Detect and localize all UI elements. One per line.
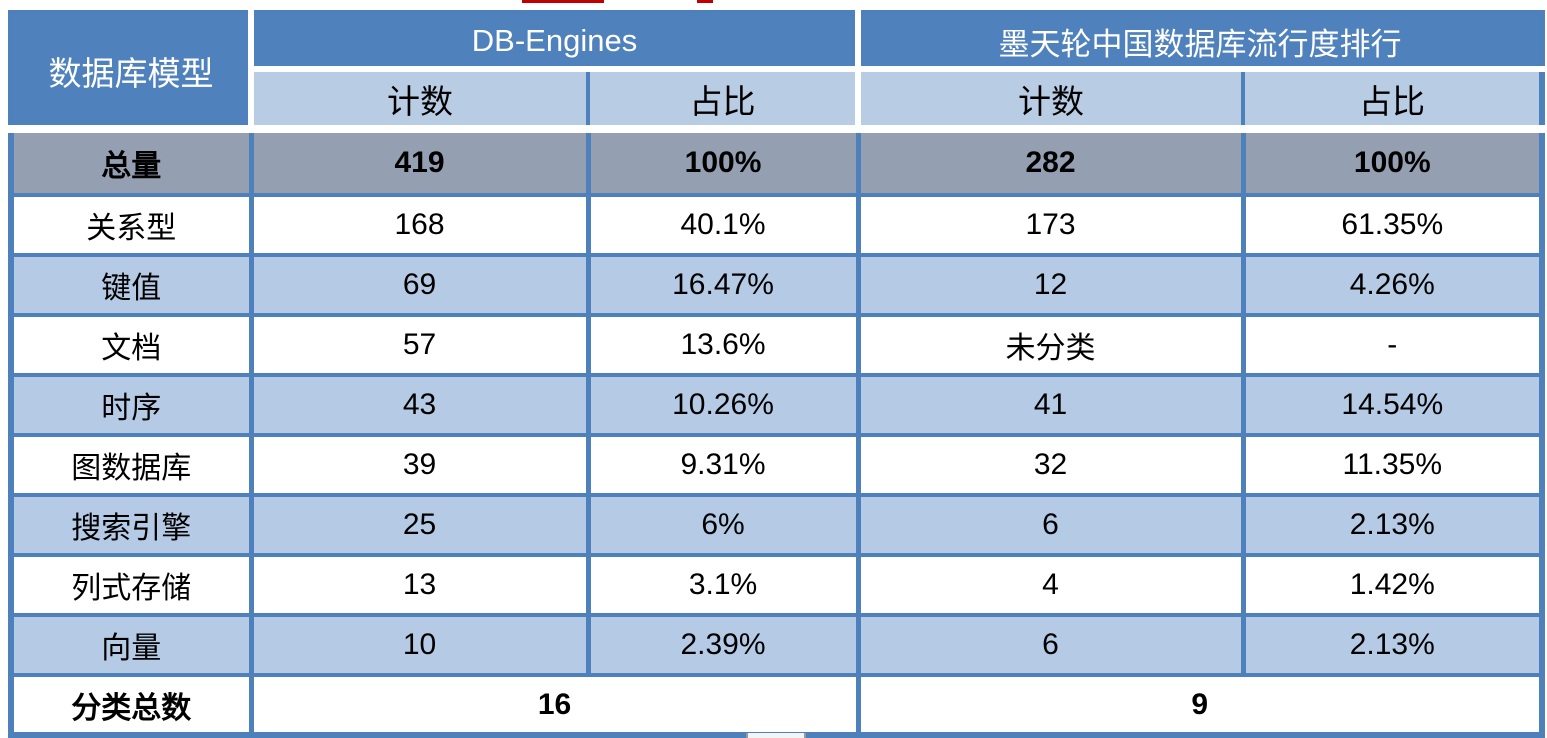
section-header-row: 数据库模型 DB-Engines 墨天轮中国数据库流行度排行 (11, 13, 1543, 133)
column-header-database-model: 数据库模型 (11, 13, 254, 133)
table-cell: 6% (585, 493, 861, 557)
table-cell: 10.26% (585, 373, 861, 437)
column-header-count-db: 计数 (248, 66, 590, 133)
table-row: 时序 43 10.26% 41 14.54% (8, 373, 1545, 437)
table-cell: 100% (585, 125, 861, 197)
table-cell: 1.42% (1240, 553, 1545, 617)
table-cell: 2.13% (1240, 613, 1545, 677)
table-cell: 173 (855, 193, 1246, 257)
table-row-category-total: 分类总数 16 9 (8, 673, 1545, 737)
row-label: 向量 (8, 613, 254, 677)
table-cell: 未分类 (855, 313, 1246, 377)
table-cell: 39 (248, 433, 591, 497)
table-cell: 16.47% (585, 253, 861, 317)
row-label: 关系型 (8, 193, 254, 257)
table-row: 搜索引擎 25 6% 6 2.13% (8, 493, 1545, 557)
table-cell: 32 (855, 433, 1246, 497)
table-cell: - (1240, 313, 1545, 377)
cropped-scrollbar-artifact (746, 733, 806, 738)
table-cell: 12 (855, 253, 1246, 317)
table-row: 键值 69 16.47% 12 4.26% (8, 253, 1545, 317)
row-label: 时序 (8, 373, 254, 437)
table-cell: 40.1% (585, 193, 861, 257)
table-cell: 100% (1240, 125, 1545, 197)
table-cell: 10 (248, 613, 591, 677)
column-header-row: 计数 占比 计数 占比 (11, 66, 1545, 133)
table-cell: 4.26% (1240, 253, 1545, 317)
column-header-count-modb: 计数 (855, 66, 1246, 133)
table-cell-db-engines-category-count: 16 (248, 673, 861, 737)
database-model-comparison-table: 数据库模型 DB-Engines 墨天轮中国数据库流行度排行 计数 占比 计数 … (8, 10, 1546, 738)
cropped-red-text-artifact (697, 0, 713, 3)
table-cell: 13 (248, 553, 591, 617)
row-label: 图数据库 (8, 433, 254, 497)
table-cell: 4 (855, 553, 1246, 617)
table-cell-modb-category-count: 9 (855, 673, 1545, 737)
table-cell: 9.31% (585, 433, 861, 497)
section-header-db-engines: DB-Engines (251, 13, 862, 72)
table-cell: 14.54% (1240, 373, 1545, 437)
column-header-share-db: 占比 (585, 66, 862, 133)
row-label: 键值 (8, 253, 254, 317)
table-cell: 2.13% (1240, 493, 1545, 557)
table-row: 图数据库 39 9.31% 32 11.35% (8, 433, 1545, 497)
table-cell: 43 (248, 373, 591, 437)
table-cell: 6 (855, 613, 1246, 677)
row-label: 文档 (8, 313, 254, 377)
table-cell: 57 (248, 313, 591, 377)
section-header-modb-ranking: 墨天轮中国数据库流行度排行 (855, 13, 1543, 72)
row-label: 分类总数 (8, 673, 254, 737)
table-cell: 25 (248, 493, 591, 557)
row-label: 列式存储 (8, 553, 254, 617)
table-cell: 3.1% (585, 553, 861, 617)
table-cell: 2.39% (585, 613, 861, 677)
table-cell: 41 (855, 373, 1246, 437)
table-cell: 11.35% (1240, 433, 1545, 497)
table-cell: 419 (248, 125, 591, 197)
table-cell: 6 (855, 493, 1246, 557)
column-header-share-modb: 占比 (1241, 66, 1545, 133)
table-cell: 69 (248, 253, 591, 317)
table-cell: 61.35% (1240, 193, 1545, 257)
row-label: 搜索引擎 (8, 493, 254, 557)
row-label: 总量 (8, 125, 254, 197)
cropped-red-text-artifact (522, 0, 604, 3)
table-row: 列式存储 13 3.1% 4 1.42% (8, 553, 1545, 617)
table-cell: 168 (248, 193, 591, 257)
table-cell: 282 (855, 125, 1246, 197)
table-row-total: 总量 419 100% 282 100% (8, 125, 1545, 197)
table-row: 向量 10 2.39% 6 2.13% (8, 613, 1545, 677)
table-cell: 13.6% (585, 313, 861, 377)
table-row: 文档 57 13.6% 未分类 - (8, 313, 1545, 377)
table-row: 关系型 168 40.1% 173 61.35% (8, 193, 1545, 257)
